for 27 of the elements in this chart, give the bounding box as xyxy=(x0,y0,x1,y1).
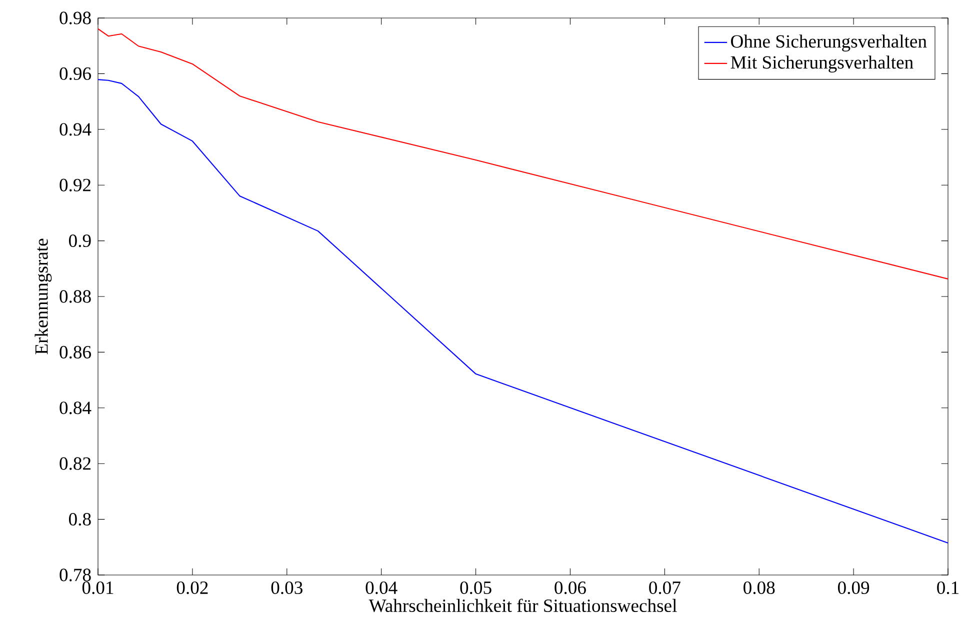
y-tick-label: 0.84 xyxy=(60,402,92,414)
x-tick-label: 0.09 xyxy=(838,581,870,594)
y-tick-label: 0.94 xyxy=(60,123,92,136)
y-tick-label: 0.96 xyxy=(60,67,91,80)
line-series xyxy=(98,28,948,280)
x-tick-label: 0.08 xyxy=(744,581,775,594)
line-series xyxy=(98,79,948,544)
y-tick-label: 0.86 xyxy=(60,346,91,359)
y-tick-label: 0.82 xyxy=(60,457,91,470)
legend-label: Mit Sicherungsverhalten xyxy=(730,56,914,73)
y-tick-label: 0.88 xyxy=(60,290,91,303)
x-tick-label: 0.02 xyxy=(176,581,208,594)
x-tick-label: 0.03 xyxy=(271,581,302,594)
y-tick-label: 0.78 xyxy=(60,568,91,582)
y-tick-label: 0.98 xyxy=(60,12,91,24)
legend-label: Ohne Sicherungsverhalten xyxy=(731,34,927,52)
x-tick-label: 0.06 xyxy=(554,581,586,594)
y-axis-title: Erkennungsrate xyxy=(34,238,52,354)
y-tick-label: 0.9 xyxy=(69,234,91,248)
x-tick-label: 0.04 xyxy=(366,581,398,594)
x-tick-label: 0.07 xyxy=(649,581,680,594)
y-tick-label: 0.8 xyxy=(69,512,91,526)
x-tick-label: 0.05 xyxy=(460,581,492,594)
x-tick-label: 0.1 xyxy=(937,581,959,594)
y-tick-label: 0.92 xyxy=(60,178,91,192)
x-axis-title: Wahrscheinlichkeit für Situationswechsel xyxy=(368,598,677,612)
x-tick-label: 0.01 xyxy=(82,581,114,594)
